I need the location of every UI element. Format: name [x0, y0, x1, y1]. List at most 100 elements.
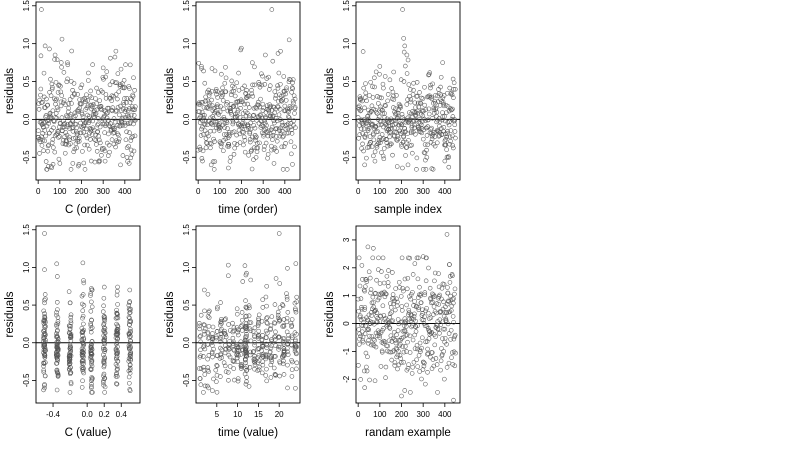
y-tick-label: 1	[342, 293, 351, 298]
data-point	[198, 333, 203, 339]
data-point	[214, 329, 220, 334]
data-point	[360, 323, 366, 329]
data-point	[54, 115, 59, 121]
data-point	[214, 91, 219, 97]
data-point	[294, 332, 299, 337]
data-point	[290, 77, 296, 82]
data-point	[358, 107, 364, 113]
data-point	[447, 280, 453, 285]
data-point	[430, 357, 436, 362]
data-point	[79, 385, 85, 390]
data-point	[41, 335, 46, 341]
data-point	[358, 313, 363, 318]
data-point	[358, 108, 363, 114]
data-point	[260, 343, 266, 349]
data-point	[114, 108, 119, 113]
data-point	[276, 99, 281, 104]
data-point	[202, 308, 207, 314]
data-point	[259, 370, 265, 376]
data-point	[269, 124, 275, 130]
data-point	[380, 111, 385, 116]
data-point	[212, 159, 218, 164]
data-point	[407, 333, 413, 339]
data-point	[101, 303, 106, 309]
data-point	[412, 100, 418, 106]
data-point	[407, 94, 412, 99]
data-point	[115, 302, 120, 307]
data-point	[50, 137, 56, 142]
data-point	[378, 364, 384, 369]
data-point	[217, 125, 223, 130]
data-point	[442, 326, 448, 332]
data-point	[239, 362, 244, 367]
data-point	[114, 321, 119, 327]
data-point	[126, 345, 132, 350]
data-point	[432, 143, 438, 149]
data-point	[264, 335, 269, 340]
data-point	[380, 349, 385, 355]
y-tick-label: 0.5	[22, 299, 31, 311]
data-point	[284, 167, 290, 172]
data-point	[288, 139, 294, 145]
data-point	[211, 167, 217, 172]
data-point	[268, 323, 274, 329]
data-point	[67, 300, 73, 306]
data-point	[201, 68, 206, 74]
data-point	[243, 339, 249, 345]
data-point	[211, 376, 216, 382]
data-point	[376, 267, 381, 272]
data-point	[294, 351, 299, 357]
data-point	[451, 319, 456, 325]
data-point	[277, 317, 282, 322]
data-point	[395, 366, 400, 372]
data-point	[115, 349, 120, 354]
data-point	[404, 102, 410, 107]
data-point	[197, 326, 202, 332]
y-tick-label: -2	[342, 375, 351, 383]
data-point	[398, 105, 403, 110]
y-tick-label: 1.5	[22, 0, 31, 11]
data-point	[357, 331, 362, 337]
data-point	[202, 118, 207, 123]
data-point	[115, 96, 120, 102]
data-point	[80, 333, 85, 338]
data-point	[116, 139, 121, 145]
data-point	[387, 77, 393, 83]
data-point	[67, 97, 73, 102]
data-point	[209, 340, 215, 345]
data-point	[393, 346, 399, 351]
data-point	[402, 276, 408, 282]
data-point	[442, 118, 448, 124]
x-axis-title: randam example	[365, 427, 451, 439]
data-point	[211, 116, 216, 121]
data-point	[113, 109, 119, 114]
data-point	[42, 385, 47, 391]
data-point	[128, 350, 134, 355]
data-point	[205, 331, 211, 337]
data-point	[202, 112, 207, 118]
data-point	[206, 93, 212, 98]
y-axis-title: residuals	[324, 68, 336, 114]
x-tick-label: -0.4	[46, 410, 60, 419]
data-point	[202, 287, 207, 293]
data-point	[360, 49, 366, 54]
data-point	[66, 105, 71, 111]
data-point	[408, 87, 413, 92]
data-point	[292, 111, 297, 116]
data-point	[227, 133, 232, 139]
data-point	[277, 317, 283, 323]
data-point	[356, 342, 362, 347]
data-point	[368, 79, 373, 85]
y-axis-title: residuals	[4, 291, 16, 337]
data-point	[373, 69, 379, 75]
data-point	[114, 354, 120, 359]
data-point	[291, 93, 297, 99]
data-point	[398, 131, 404, 136]
data-point	[206, 133, 211, 139]
data-point	[230, 358, 236, 364]
data-point	[402, 328, 408, 334]
data-point	[384, 140, 390, 146]
data-point	[54, 360, 60, 366]
data-point	[263, 115, 268, 121]
data-point	[209, 121, 214, 126]
